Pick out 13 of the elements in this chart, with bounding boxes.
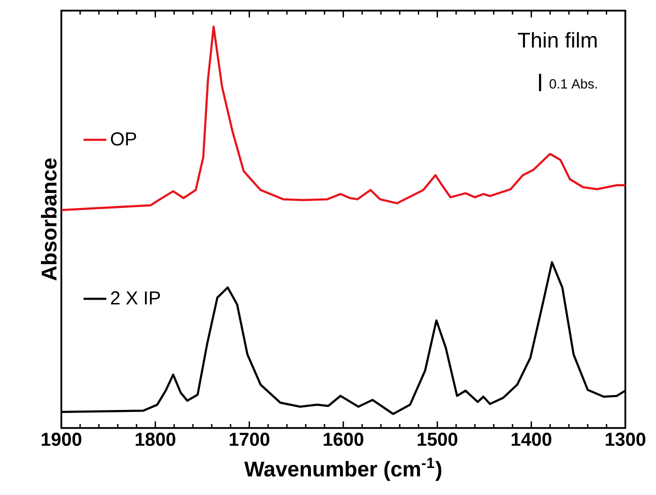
x-tick-label: 1600 <box>324 432 364 446</box>
annotation: Thin film <box>518 32 597 48</box>
legend-label: 2 X IP <box>111 291 160 305</box>
x-tick-label: 1700 <box>230 432 270 446</box>
annotation: 0.1 Abs. <box>550 78 597 89</box>
x-tick-label: 1800 <box>136 432 176 446</box>
x-axis-title: Wavenumber (cm$^{-1}$) <box>244 458 442 482</box>
x-tick-label: 1300 <box>606 432 646 446</box>
y-axis-title: Absorbance <box>40 158 57 281</box>
legend-label: OP <box>110 132 136 146</box>
x-tick-label: 1400 <box>512 432 552 446</box>
x-tick-label: 1500 <box>418 432 458 446</box>
x-tick-label: 1900 <box>42 432 82 446</box>
